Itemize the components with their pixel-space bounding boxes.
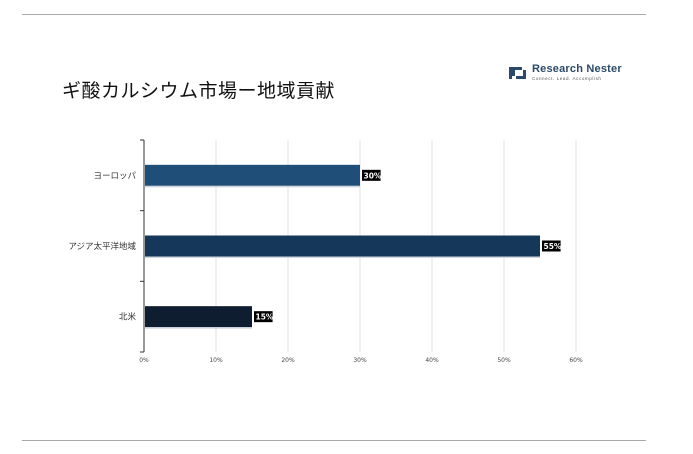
research-nester-logo-mark-icon (509, 67, 526, 79)
chart-bars (145, 164, 540, 329)
bar (145, 306, 252, 328)
data-label-background (542, 240, 561, 252)
research-nester-logo: Research Nester Connect. Lead. Accomplis… (508, 62, 622, 86)
x-tick-label: 40% (425, 357, 439, 364)
logo-name: Research Nester (532, 63, 622, 75)
category-label: 北米 (119, 312, 137, 323)
x-tick-label: 0% (139, 357, 149, 364)
data-label: 15% (256, 313, 274, 322)
category-label: アジア太平洋地域 (68, 241, 136, 252)
bar (145, 164, 360, 186)
data-label-background (362, 169, 381, 181)
x-tick-label: 30% (353, 357, 367, 364)
bar-shadow (145, 327, 252, 329)
data-label: 55% (544, 242, 562, 251)
logo-tagline: Connect. Lead. Accomplish (532, 76, 602, 81)
bar-shadow (145, 185, 360, 188)
x-tick-label: 60% (569, 357, 583, 364)
bar (145, 235, 540, 257)
data-label: 30% (364, 171, 382, 180)
chart-axes (140, 139, 145, 353)
category-label: ヨーロッパ (93, 171, 136, 181)
bottom-divider (22, 440, 646, 441)
data-label-background (254, 311, 273, 323)
x-tick-label: 10% (209, 357, 223, 364)
bar-shadow (145, 256, 540, 258)
chart-labels: 0% 10% 20% 30% 40% 50% 60% ヨーロッパ 30% アジア太平洋地域 55% 北… (68, 169, 583, 364)
chart-title: ギ酸カルシウム市場ー地域貢献 (62, 80, 336, 102)
top-divider (22, 14, 646, 15)
x-tick-label: 20% (281, 357, 295, 364)
x-tick-label: 50% (497, 357, 511, 364)
